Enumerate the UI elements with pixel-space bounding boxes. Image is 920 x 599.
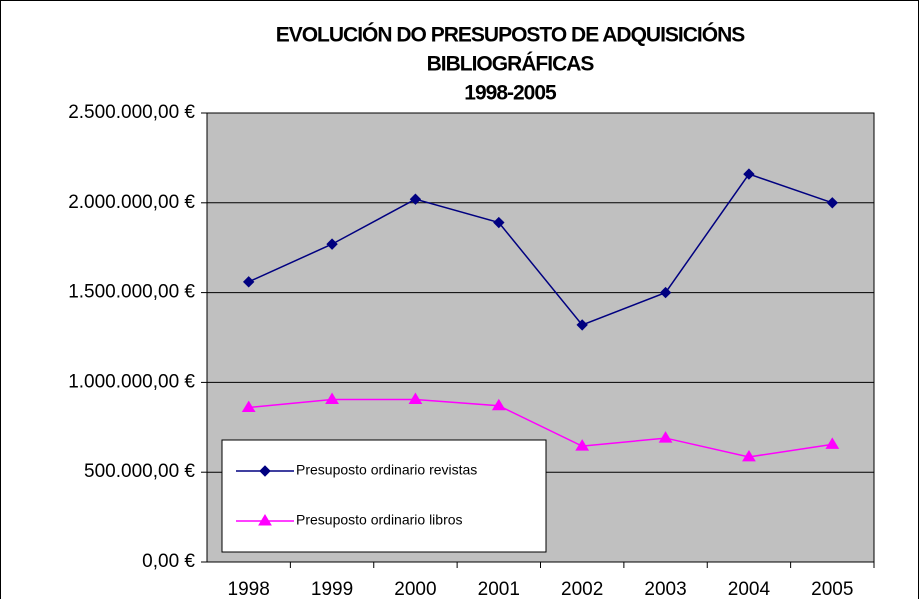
data-point <box>491 398 506 411</box>
data-point <box>659 286 672 299</box>
legend-marker <box>259 465 271 477</box>
data-point <box>743 168 755 180</box>
y-tick-label: 0,00 € <box>142 551 195 572</box>
data-point <box>241 400 256 413</box>
chart-title: 1998-2005 <box>464 82 557 105</box>
y-tick-label: 1.500.000,00 € <box>68 282 195 303</box>
y-tick-label: 2.000.000,00 € <box>68 192 195 213</box>
data-point <box>825 437 840 449</box>
series-line <box>248 173 833 326</box>
data-point <box>575 439 590 451</box>
x-tick-label: 2005 <box>811 579 853 599</box>
x-tick-label: 2004 <box>728 579 771 599</box>
data-point <box>408 392 423 404</box>
y-tick-label: 2.500.000,00 € <box>68 102 195 123</box>
x-tick-label: 2000 <box>394 579 436 599</box>
y-tick-label: 500.000,00 € <box>84 461 195 482</box>
x-tick-label: 1999 <box>311 579 353 599</box>
data-point <box>576 319 588 331</box>
x-tick-label: 2002 <box>561 579 603 599</box>
legend-box <box>221 439 547 553</box>
series-line <box>248 398 833 458</box>
y-tick-label: 1.000.000,00 € <box>68 371 195 392</box>
x-tick-label: 2001 <box>478 579 520 599</box>
x-tick-label: 2003 <box>644 579 686 599</box>
data-point <box>826 197 839 209</box>
data-point <box>493 216 505 229</box>
legend-label: Presuposto ordinario revistas <box>296 462 477 478</box>
data-point <box>742 449 756 462</box>
legend-label: Presuposto ordinario libros <box>296 512 463 528</box>
data-point <box>658 431 673 443</box>
x-tick-label: 1998 <box>228 579 270 599</box>
chart-title: EVOLUCIÓN DO PRESUPOSTO DE ADQUISICIÓNS <box>276 23 746 47</box>
data-point <box>409 193 422 205</box>
data-point <box>326 238 338 250</box>
chart-title: BIBLIOGRÁFICAS <box>427 53 595 76</box>
legend-marker <box>258 514 272 526</box>
data-point <box>325 392 339 404</box>
data-point <box>242 276 255 288</box>
